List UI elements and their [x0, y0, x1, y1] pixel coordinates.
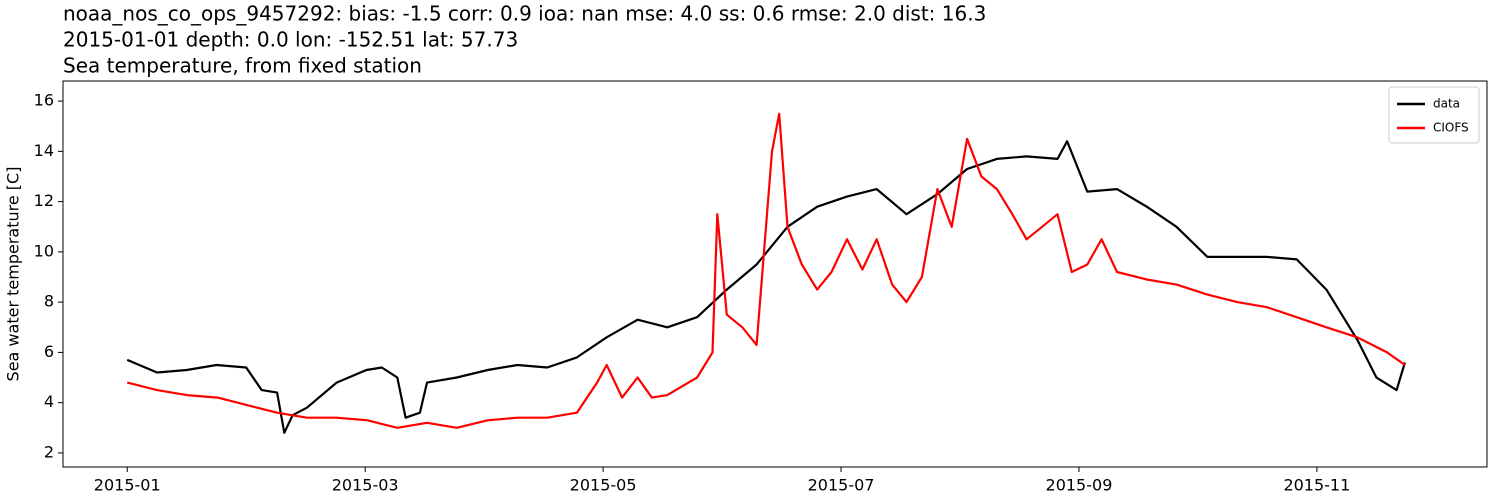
y-tick-label: 8 — [44, 292, 54, 311]
y-tick-label: 4 — [44, 392, 54, 411]
y-tick-label: 2 — [44, 442, 54, 461]
x-tick-label: 2015-05 — [570, 476, 637, 495]
y-tick-label: 14 — [34, 141, 54, 160]
data-line — [126, 140, 1406, 434]
x-tick-label: 2015-07 — [808, 476, 875, 495]
legend-label: CIOFS — [1433, 121, 1469, 135]
plot-frame — [62, 80, 1488, 468]
y-axis-label: Sea water temperature [C] — [4, 167, 23, 382]
x-tick-label: 2015-09 — [1046, 476, 1113, 495]
chart-title: Sea temperature, from fixed station — [63, 54, 422, 78]
y-tick-label: 6 — [44, 342, 54, 361]
data-line — [126, 112, 1406, 429]
x-tick-label: 2015-11 — [1283, 476, 1350, 495]
legend-label: data — [1433, 97, 1460, 111]
y-tick-label: 16 — [34, 91, 54, 110]
x-tick-label: 2015-03 — [332, 476, 399, 495]
legend-box — [1388, 86, 1480, 144]
x-tick-label: 2015-01 — [94, 476, 161, 495]
chart-title: 2015-01-01 depth: 0.0 lon: -152.51 lat: … — [63, 28, 518, 52]
y-tick-label: 10 — [34, 241, 54, 260]
y-tick-label: 12 — [34, 191, 54, 210]
chart-title: noaa_nos_co_ops_9457292: bias: -1.5 corr… — [63, 2, 986, 26]
